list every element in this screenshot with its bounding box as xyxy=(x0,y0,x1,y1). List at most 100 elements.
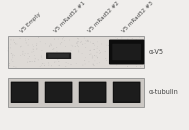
Point xyxy=(76,43,79,45)
Text: α-V5: α-V5 xyxy=(148,49,163,55)
Point xyxy=(118,53,121,56)
Point xyxy=(110,52,113,54)
Point xyxy=(24,38,27,40)
Point xyxy=(13,55,16,57)
Point xyxy=(19,46,22,48)
FancyBboxPatch shape xyxy=(80,83,105,102)
Point xyxy=(105,59,108,61)
Point xyxy=(138,62,141,64)
FancyBboxPatch shape xyxy=(45,82,72,103)
Point xyxy=(33,61,36,63)
Point xyxy=(91,55,94,57)
Point xyxy=(28,56,31,58)
Point xyxy=(129,36,132,38)
Point xyxy=(60,41,63,44)
Point xyxy=(32,49,35,51)
Point xyxy=(139,39,143,41)
Point xyxy=(131,47,134,49)
FancyBboxPatch shape xyxy=(48,54,69,58)
Point xyxy=(35,45,38,47)
Point xyxy=(51,49,54,51)
Point xyxy=(115,61,119,63)
Point xyxy=(75,42,78,44)
Point xyxy=(130,50,133,52)
Point xyxy=(131,37,134,40)
Point xyxy=(122,43,125,45)
Point xyxy=(32,48,35,50)
Point xyxy=(128,50,131,52)
Point xyxy=(124,53,127,55)
Point xyxy=(87,41,90,43)
Point xyxy=(93,60,96,62)
Point xyxy=(81,52,84,54)
Point xyxy=(70,64,73,66)
Point xyxy=(95,55,98,57)
Point xyxy=(31,44,34,46)
Point xyxy=(25,42,28,44)
Point xyxy=(121,63,124,65)
Point xyxy=(115,42,118,44)
Point xyxy=(80,40,83,42)
Point xyxy=(34,58,37,60)
Point xyxy=(52,48,55,50)
Point xyxy=(30,51,33,53)
Point xyxy=(68,39,71,41)
FancyBboxPatch shape xyxy=(8,78,144,107)
Point xyxy=(50,44,53,46)
Point xyxy=(40,49,43,51)
Point xyxy=(108,35,111,38)
Point xyxy=(107,44,110,47)
Point xyxy=(7,47,10,49)
Point xyxy=(43,63,46,65)
Point xyxy=(96,57,99,59)
Point xyxy=(91,56,94,58)
Point xyxy=(88,61,91,63)
Point xyxy=(23,54,26,56)
Point xyxy=(132,61,135,63)
Point xyxy=(84,47,87,49)
Point xyxy=(118,43,121,45)
Point xyxy=(62,37,65,39)
Point xyxy=(128,43,131,45)
Point xyxy=(96,56,99,58)
Point xyxy=(138,36,141,38)
Point xyxy=(116,37,119,39)
Point xyxy=(117,61,120,63)
Point xyxy=(74,46,77,48)
Point xyxy=(10,59,13,61)
Point xyxy=(135,64,138,66)
Point xyxy=(86,40,89,42)
Point xyxy=(35,47,38,49)
Point xyxy=(116,52,119,54)
Point xyxy=(119,51,122,53)
Point xyxy=(35,48,38,50)
Point xyxy=(20,45,23,47)
Point xyxy=(92,48,95,50)
Point xyxy=(85,40,88,42)
Point xyxy=(89,49,92,51)
Point xyxy=(44,43,47,45)
Point xyxy=(15,66,18,68)
Point xyxy=(69,49,72,51)
Point xyxy=(99,51,102,54)
Point xyxy=(19,54,22,57)
Point xyxy=(92,42,95,44)
Text: V5 mRad52 #3: V5 mRad52 #3 xyxy=(121,1,154,34)
Point xyxy=(125,49,129,51)
Point xyxy=(77,46,80,48)
Point xyxy=(49,43,52,45)
Point xyxy=(56,58,59,60)
Point xyxy=(40,64,43,66)
Point xyxy=(131,44,134,46)
Point xyxy=(53,38,56,40)
Point xyxy=(61,38,64,40)
Point xyxy=(51,57,54,60)
Point xyxy=(32,50,35,52)
Point xyxy=(49,55,52,57)
Point xyxy=(142,38,145,40)
Point xyxy=(59,43,62,45)
Point xyxy=(48,46,51,48)
Point xyxy=(12,65,15,67)
Point xyxy=(50,65,53,67)
Point xyxy=(93,48,96,51)
